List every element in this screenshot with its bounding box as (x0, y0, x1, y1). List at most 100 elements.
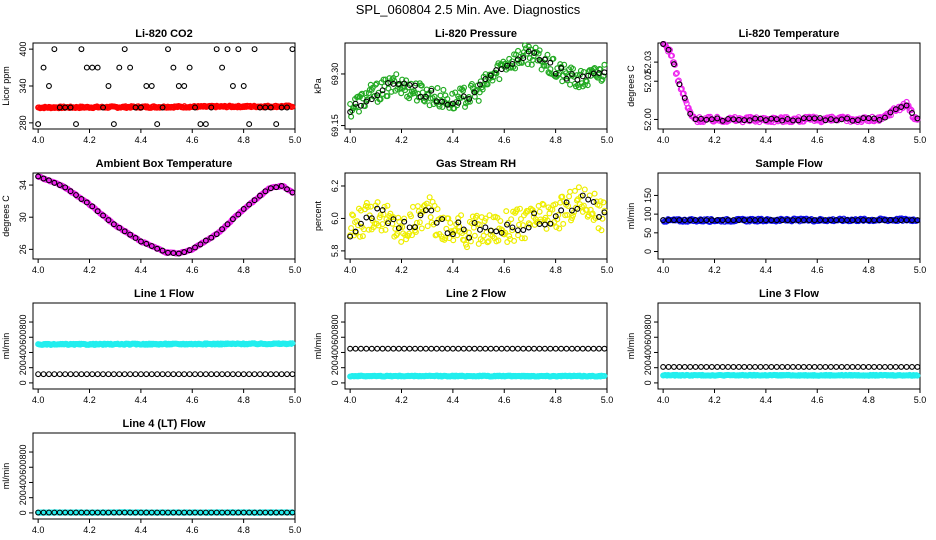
raw-point (440, 86, 447, 93)
raw-point (364, 204, 371, 211)
raw-point (449, 90, 456, 97)
y-tick-label: 400 (18, 42, 28, 57)
average-point (746, 217, 753, 224)
average-point (773, 363, 780, 370)
average-point (773, 116, 780, 123)
average-point (455, 219, 462, 226)
x-tick-label: 5.0 (914, 265, 927, 275)
raw-series (35, 173, 296, 257)
average-point (159, 509, 166, 516)
y-tick-label: 800 (643, 315, 653, 330)
average-point (262, 104, 269, 111)
chart-panel-0: Li-820 CO2 4.0 4.2 4.4 4.6 4.8 5.0 280 340 400 Lic… (1, 28, 301, 145)
average-point (363, 98, 370, 105)
average-point (698, 115, 704, 122)
x-tick-label: 4.6 (498, 265, 511, 275)
average-point (406, 82, 413, 88)
average-point (224, 371, 231, 378)
average-point (224, 221, 231, 228)
average-point (374, 205, 381, 212)
average-point (289, 371, 296, 378)
average-point (262, 371, 269, 378)
average-point (170, 509, 177, 516)
average-point (121, 46, 128, 53)
average-point (800, 115, 807, 122)
average-point (860, 115, 867, 122)
average-series (35, 173, 296, 257)
average-point (186, 509, 193, 516)
average-point (262, 509, 269, 516)
raw-point (442, 235, 449, 242)
raw-point (508, 216, 515, 223)
y-axis-label: ml/min (313, 333, 323, 360)
raw-point (570, 65, 577, 72)
y-axis-label: ml/min (1, 463, 11, 490)
average-point (89, 203, 96, 210)
average-point (509, 345, 516, 352)
raw-point (463, 244, 470, 251)
average-point (833, 117, 840, 124)
average-point (601, 209, 608, 216)
x-tick-label: 4.6 (498, 395, 511, 405)
average-point (181, 249, 188, 256)
average-point (714, 217, 721, 224)
x-tick-label: 4.6 (186, 135, 199, 145)
average-point (460, 226, 467, 233)
x-tick-label: 4.0 (32, 395, 45, 405)
average-point (132, 371, 139, 378)
average-point (509, 60, 516, 67)
average-point (806, 363, 813, 370)
average-point (892, 363, 899, 370)
x-tick-label: 5.0 (601, 135, 614, 145)
panel-title: Li-820 Temperature (739, 28, 840, 40)
y-tick-label: 100 (643, 207, 653, 222)
average-point (493, 345, 500, 352)
raw-point (480, 232, 487, 239)
average-point (83, 371, 90, 378)
average-point (898, 217, 905, 224)
panel-title: Line 3 Flow (759, 288, 819, 300)
average-point (876, 363, 883, 370)
y-tick-label: 200 (330, 360, 340, 375)
average-point (127, 64, 134, 71)
average-point (202, 509, 209, 516)
average-point (347, 109, 354, 115)
average-point (590, 345, 597, 352)
average-point (94, 509, 101, 516)
average-point (449, 231, 456, 238)
average-point (170, 250, 177, 257)
average-point (795, 117, 802, 124)
average-point (768, 217, 775, 224)
average-point (67, 509, 74, 516)
average-point (278, 183, 285, 189)
panel-title: Line 4 (LT) Flow (123, 418, 206, 430)
average-point (854, 363, 861, 370)
average-point (660, 363, 667, 370)
average-point (471, 345, 478, 352)
average-point (267, 371, 274, 378)
average-point (790, 363, 796, 370)
average-point (714, 363, 721, 370)
y-axis-label: percent (313, 200, 323, 231)
raw-point (682, 97, 689, 104)
average-point (795, 363, 802, 370)
average-point (725, 115, 732, 122)
x-tick-label: 5.0 (914, 395, 927, 405)
panel-title: Line 1 Flow (134, 288, 194, 300)
panel-title: Li-820 Pressure (435, 28, 517, 40)
average-point (175, 371, 182, 378)
y-axis-label: kPa (313, 78, 323, 94)
average-point (289, 509, 296, 516)
raw-point (593, 198, 600, 205)
average-point (762, 117, 769, 124)
raw-point (379, 221, 386, 228)
average-point (143, 371, 150, 378)
raw-point (470, 224, 477, 231)
average-point (422, 345, 429, 352)
x-tick-label: 4.8 (549, 135, 562, 145)
average-point (208, 371, 215, 378)
raw-point (482, 215, 489, 222)
plot-frame (657, 172, 921, 260)
raw-point (401, 215, 408, 222)
average-point (482, 345, 489, 352)
